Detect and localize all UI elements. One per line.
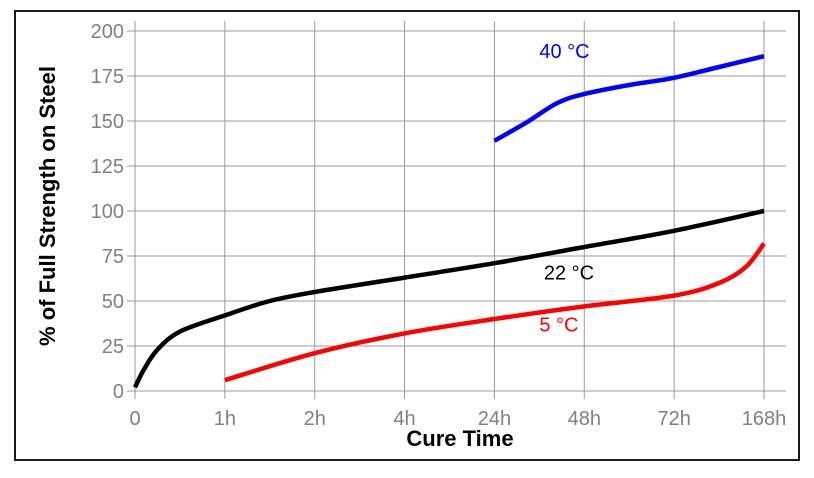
axis-layer: 0 25 50 75 100 125 150 175 200 0 1h 2h 4h 24h 48h 72h 16…: [91, 21, 787, 430]
x-tick-label: 168h: [742, 408, 787, 430]
y-tick-label: 50: [102, 291, 124, 313]
y-tick-label: 100: [91, 201, 124, 223]
series-line-0: [493, 54, 765, 143]
x-tick-label: 24h: [478, 408, 511, 430]
y-tick-label: 200: [91, 21, 124, 43]
y-tick-label: 25: [102, 336, 124, 358]
x-tick-label: 48h: [568, 408, 601, 430]
y-axis-title: % of Full Strength on Steel: [35, 66, 60, 346]
series-line-2: [224, 242, 766, 383]
label-layer: 40 °C 22 °C 5 °C: [539, 41, 594, 337]
x-tick-label: 0: [129, 408, 140, 430]
x-tick-label: 72h: [657, 408, 690, 430]
y-tick-label: 125: [91, 156, 124, 178]
y-tick-label: 150: [91, 111, 124, 133]
series-line-1: [132, 208, 765, 389]
series-label-1: 22 °C: [544, 262, 594, 284]
x-tick-label: 2h: [304, 408, 326, 430]
x-tick-label: 4h: [393, 408, 415, 430]
chart-frame: [14, 10, 800, 461]
series-layer: [132, 54, 766, 389]
series-label-2: 5 °C: [539, 315, 578, 337]
series-label-0: 40 °C: [539, 41, 589, 63]
grid-layer: [127, 21, 786, 399]
y-tick-label: 0: [113, 381, 124, 403]
x-tick-label: 1h: [214, 408, 236, 430]
x-axis-title: Cure Time: [406, 426, 513, 451]
y-tick-label: 75: [102, 246, 124, 268]
y-tick-label: 175: [91, 66, 124, 88]
